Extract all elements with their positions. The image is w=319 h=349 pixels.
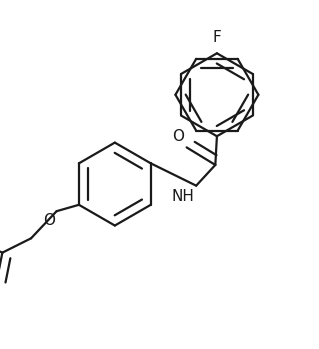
Text: NH: NH (172, 189, 195, 204)
Text: O: O (43, 213, 55, 228)
Text: O: O (172, 129, 184, 144)
Text: F: F (212, 30, 221, 45)
